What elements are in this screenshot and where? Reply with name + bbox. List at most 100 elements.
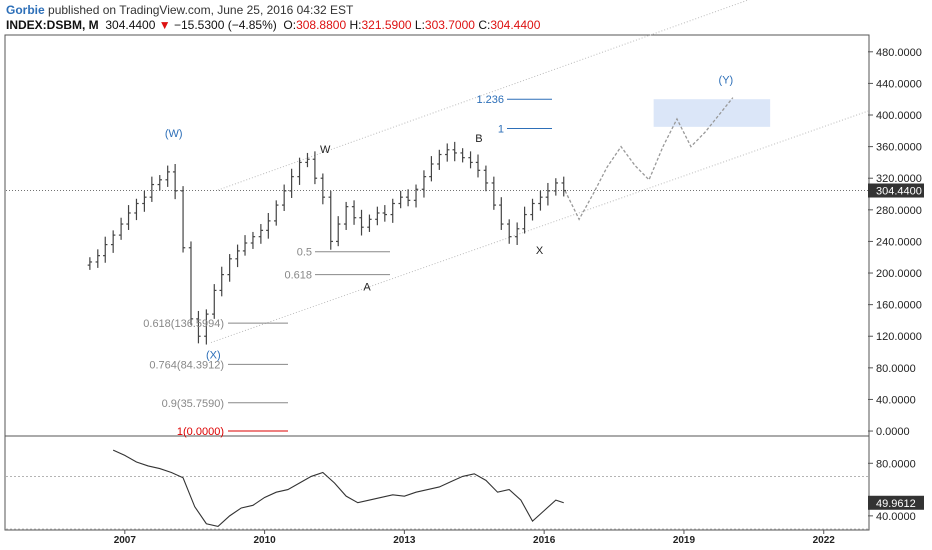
wave-label: X bbox=[536, 245, 544, 257]
published-text: published on TradingView.com, June 25, 2… bbox=[48, 3, 354, 17]
price-bar bbox=[336, 216, 341, 247]
y-tick-label: 200.0000 bbox=[876, 268, 922, 280]
price-bar bbox=[429, 156, 434, 182]
channel-line-lower bbox=[210, 110, 869, 344]
price-bar bbox=[545, 182, 551, 206]
price-bar bbox=[281, 184, 287, 212]
last-price-tag-label: 304.4400 bbox=[876, 186, 922, 198]
osc-y-tick-label: 40.0000 bbox=[876, 511, 916, 523]
price-bar bbox=[561, 176, 566, 197]
price-bar bbox=[250, 231, 256, 249]
fib-level-label: 0.764(84.3912) bbox=[149, 359, 224, 371]
y-tick-label: 240.0000 bbox=[876, 236, 922, 248]
high-value: 321.5900 bbox=[361, 18, 412, 32]
price-bar bbox=[235, 244, 240, 268]
fib-level-label: 0.9(35.7590) bbox=[162, 398, 224, 410]
last-price-tag bbox=[868, 183, 924, 198]
open-value: 308.8800 bbox=[296, 18, 347, 32]
price-bar bbox=[87, 257, 93, 270]
y-tick-label: 80.0000 bbox=[876, 363, 916, 375]
price-bar bbox=[289, 168, 294, 198]
y-tick-label: 160.0000 bbox=[876, 300, 922, 312]
price-bar bbox=[483, 165, 489, 192]
y-tick-label: 400.0000 bbox=[876, 110, 922, 122]
author-name[interactable]: Gorbie bbox=[6, 3, 45, 17]
fib-level-label: 0.618 bbox=[284, 270, 312, 282]
price-bar bbox=[188, 241, 194, 325]
axes-layer: 0.0000 40.0000 80.0000 120.0000 160.0000 200.… bbox=[114, 47, 922, 546]
y-tick-label: 480.0000 bbox=[876, 47, 922, 59]
price-bar bbox=[274, 200, 279, 226]
low-label: L: bbox=[414, 18, 425, 32]
price-bar bbox=[95, 249, 100, 268]
chart-header: Gorbie published on TradingView.com, Jun… bbox=[4, 2, 924, 32]
osc-y-tick-label: 80.0000 bbox=[876, 458, 916, 470]
price-bar bbox=[530, 198, 535, 221]
price-bar bbox=[212, 284, 217, 319]
price-bar bbox=[219, 266, 224, 297]
x-tick-label: 2010 bbox=[253, 535, 276, 546]
price-bar bbox=[196, 310, 201, 344]
price-bar bbox=[460, 148, 465, 163]
price-bar bbox=[507, 219, 512, 244]
price-bar bbox=[405, 189, 411, 207]
close-value: 304.4400 bbox=[490, 18, 541, 32]
overlay-layer bbox=[6, 0, 869, 432]
x-tick-label: 2013 bbox=[393, 535, 416, 546]
price-bar bbox=[312, 151, 318, 185]
oscillator-line bbox=[112, 449, 564, 527]
price-bar bbox=[437, 149, 442, 170]
price-bar bbox=[491, 176, 497, 210]
y-tick-label: 280.0000 bbox=[876, 205, 922, 217]
down-arrow-icon: ▼ bbox=[158, 18, 171, 32]
y-tick-label: 360.0000 bbox=[876, 142, 922, 154]
fib-level-label: 1 bbox=[498, 123, 504, 135]
price-bar bbox=[118, 217, 124, 240]
publish-line: Gorbie published on TradingView.com, Jun… bbox=[6, 3, 353, 17]
price-bar bbox=[398, 190, 403, 209]
price-bar bbox=[110, 230, 116, 253]
price-bar bbox=[180, 186, 186, 253]
price-bar bbox=[266, 212, 271, 239]
osc-value-tag-label: 49.9612 bbox=[876, 498, 916, 510]
price-bar bbox=[452, 141, 457, 162]
wave-label: (X) bbox=[206, 349, 221, 361]
price-bar bbox=[445, 143, 450, 162]
x-tick-label: 2019 bbox=[673, 535, 696, 546]
wave-label: A bbox=[363, 281, 371, 293]
x-tick-label: 2022 bbox=[813, 535, 836, 546]
price-bar bbox=[413, 184, 419, 208]
open-label: O: bbox=[283, 18, 297, 32]
price-bar bbox=[390, 198, 395, 223]
price-bar bbox=[320, 173, 326, 205]
y-tick-label: 0.0000 bbox=[876, 426, 910, 438]
y-tick-label: 320.0000 bbox=[876, 173, 922, 185]
wave-label: (W) bbox=[165, 128, 183, 140]
price-bar bbox=[172, 163, 178, 200]
high-label: H: bbox=[349, 18, 362, 32]
main-pane-frame bbox=[4, 34, 870, 437]
price-bar bbox=[553, 178, 559, 196]
price-bar bbox=[343, 201, 349, 230]
projection-path bbox=[564, 97, 734, 221]
price-bar bbox=[499, 197, 504, 230]
x-tick-label: 2016 bbox=[533, 535, 556, 546]
price-bar bbox=[421, 170, 427, 198]
fib-level-label: 1.236 bbox=[476, 94, 504, 106]
price-bar bbox=[475, 154, 481, 178]
price-bar bbox=[305, 152, 310, 168]
fib-level-label: 1(0.0000) bbox=[177, 426, 224, 438]
y-tick-label: 40.0000 bbox=[876, 394, 916, 406]
price-bar bbox=[382, 205, 388, 222]
ohlc-line: INDEX:DSBM, M 304.4400 ▼ −15.5300 (−4.85… bbox=[6, 18, 540, 32]
price-bar bbox=[359, 209, 364, 236]
price-bar bbox=[328, 190, 333, 250]
price-change: −15.5300 (−4.85%) bbox=[173, 18, 277, 32]
annotation-layer: 1.236 1 0.5 0.618 0.618(136.5994) 0.764(84.39… bbox=[143, 74, 924, 510]
price-bar bbox=[258, 224, 264, 244]
price-bar bbox=[157, 175, 162, 191]
price-bar bbox=[468, 151, 473, 169]
price-bar bbox=[367, 214, 372, 232]
price-bar bbox=[522, 206, 527, 234]
